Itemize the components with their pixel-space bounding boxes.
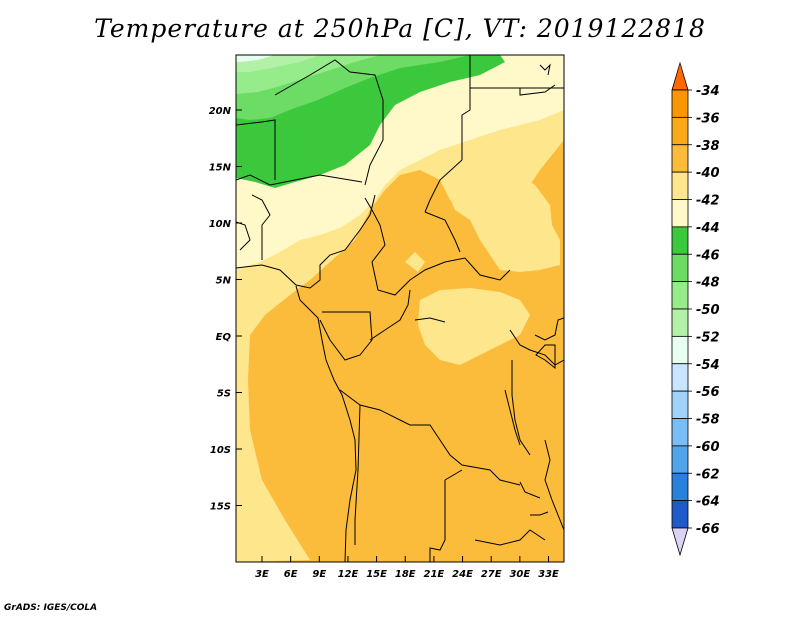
country-borders: [236, 55, 564, 562]
latitude-axis: 20N 15N 10N 5N EQ 5S 10S 15S: [209, 106, 242, 513]
colorbar-segment: [671, 253, 689, 283]
lon-label: 9E: [312, 569, 326, 580]
colorbar-label: -56: [696, 385, 720, 400]
lat-label: EQ: [216, 332, 232, 343]
colorbar-label: -46: [696, 248, 720, 263]
colorbar-bottom-arrow: [671, 527, 689, 557]
colorbar-label: -42: [696, 194, 720, 209]
lat-label: 10N: [209, 219, 232, 230]
lon-label: 33E: [538, 569, 559, 580]
lon-label: 3E: [255, 569, 269, 580]
colorbar-label: -54: [696, 358, 720, 373]
colorbar-label: -52: [696, 330, 720, 345]
lat-label: 20N: [209, 106, 232, 117]
temp-fill-42-40-east: [444, 155, 560, 272]
colorbar-segment: [671, 199, 689, 228]
temp-fill-42-40-west: [405, 252, 425, 272]
colorbar-label: -40: [696, 166, 720, 181]
colorbar-label: -44: [696, 221, 720, 236]
lat-label: 15S: [210, 502, 231, 513]
colorbar-segment: [671, 445, 689, 474]
longitude-axis: 3E 6E 9E 12E 15E 18E 21E 24E 27E 30E 33E: [255, 556, 559, 580]
colorbar-label: -58: [696, 413, 720, 428]
lat-label: 5N: [216, 276, 232, 287]
colorbar-top-fill: [673, 64, 687, 89]
map-frame: [235, 54, 565, 563]
colorbar-label: -50: [696, 303, 720, 318]
lon-label: 12E: [338, 569, 359, 580]
grads-credit: GrADS: IGES/COLA: [4, 603, 98, 613]
coastline: [295, 285, 357, 562]
colorbar-segment: [671, 226, 689, 255]
colorbar-segment: [671, 144, 689, 173]
colorbar-segment: [671, 363, 689, 392]
temp-fill-lightest: [236, 55, 275, 62]
lon-label: 24E: [452, 569, 473, 580]
colorbar-segment: [671, 308, 689, 337]
colorbar-segment: [671, 500, 689, 529]
lat-label: 10S: [210, 445, 231, 456]
lat-label: 5S: [217, 389, 231, 400]
colorbar-segment: [671, 89, 689, 118]
colorbar-segment: [671, 171, 689, 200]
map-title: Temperature at 250hPa [C], VT: 201912281…: [94, 14, 706, 43]
colorbar-segment: [671, 281, 689, 310]
colorbar-segment: [671, 390, 689, 419]
temp-fill-42-40-center: [418, 288, 530, 365]
lon-label: 6E: [284, 569, 298, 580]
colorbar-segment: [671, 335, 689, 365]
colorbar-label: -64: [696, 495, 720, 510]
lon-label: 27E: [481, 569, 502, 580]
colorbar-segment: [671, 116, 689, 146]
colorbar-label: -34: [696, 84, 720, 99]
colorbar-label: -38: [696, 139, 720, 154]
colorbar-label: -62: [696, 467, 720, 482]
colorbar-label: -60: [696, 440, 720, 455]
colorbar-label: -66: [696, 522, 720, 537]
lon-label: 30E: [509, 569, 530, 580]
lon-label: 15E: [366, 569, 387, 580]
lon-label: 21E: [424, 569, 445, 580]
colorbar-segment: [671, 418, 689, 447]
lat-label: 15N: [209, 163, 232, 174]
colorbar-label: -36: [696, 111, 720, 126]
colorbar-label: -48: [696, 276, 720, 291]
colorbar-segment: [671, 472, 689, 502]
lon-label: 18E: [395, 569, 416, 580]
